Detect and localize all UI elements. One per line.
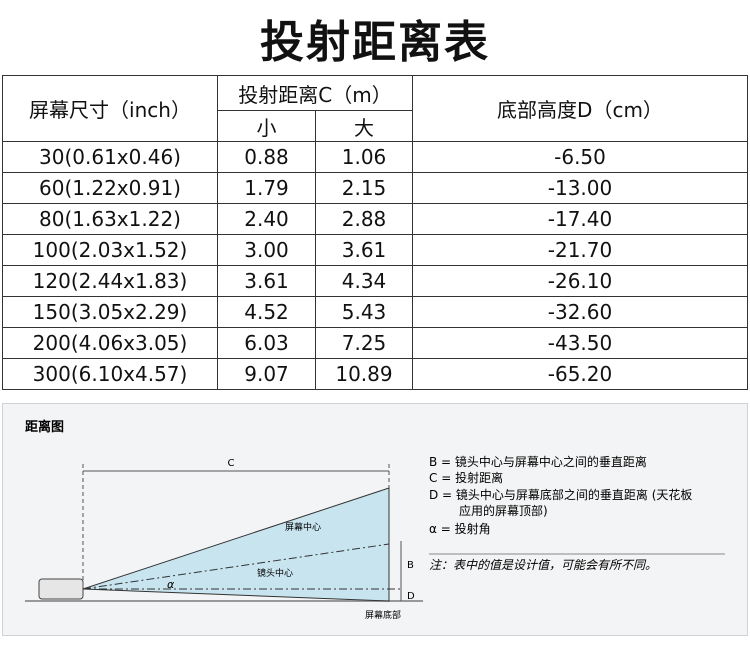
lens-center-label: 镜头中心 <box>257 567 293 579</box>
alpha-label: α <box>167 578 175 591</box>
legend-item: C = 投射距离 <box>429 470 503 485</box>
table-cell: 2.88 <box>315 203 413 235</box>
table-cell: 150(3.05x2.29) <box>2 296 218 328</box>
table-cell: -6.50 <box>412 141 748 173</box>
table-cell: 1.79 <box>217 172 316 204</box>
table-cell: 60(1.22x0.91) <box>2 172 218 204</box>
table-row: 120(2.44x1.83) 3.61 4.34 -26.10 <box>2 265 748 297</box>
table-cell: 4.52 <box>217 296 316 328</box>
distance-table: 屏幕尺寸（inch） 投射距离C（m） 底部高度D（cm） 小 大 30(0.6… <box>2 75 748 390</box>
table-cell: -43.50 <box>412 327 748 359</box>
title: 投射距离表 <box>260 17 490 68</box>
table-cell: 9.07 <box>217 358 316 390</box>
table-cell: -26.10 <box>412 265 748 297</box>
legend-item: D = 镜头中心与屏幕底部之间的垂直距离 (天花板 <box>429 487 692 502</box>
table-cell: 100(2.03x1.52) <box>2 234 218 266</box>
table-cell: -13.00 <box>412 172 748 204</box>
table-cell: 30(0.61x0.46) <box>2 141 218 173</box>
projection-beam <box>82 487 390 602</box>
table-cell: 3.00 <box>217 234 316 266</box>
header-cell: 投射距离C（m） <box>217 75 413 111</box>
table-cell: 10.89 <box>315 358 413 390</box>
table-cell: 7.25 <box>315 327 413 359</box>
c-label: C <box>228 458 235 469</box>
table-cell: 3.61 <box>315 234 413 266</box>
table-cell: -21.70 <box>412 234 748 266</box>
table-row: 60(1.22x0.91) 1.79 2.15 -13.00 <box>2 172 748 204</box>
header-cell: 底部高度D（cm） <box>412 75 748 142</box>
header-cell: 小 <box>217 110 316 142</box>
b-label: B <box>407 560 414 571</box>
table-row: 30(0.61x0.46) 0.88 1.06 -6.50 <box>2 141 748 173</box>
diagram-svg: 距离图 C 屏幕中心 镜头中心 α B D 屏幕底部 B = 镜头中心与屏幕中心… <box>25 419 725 621</box>
projector <box>38 578 84 600</box>
table-row: 80(1.63x1.22) 2.40 2.88 -17.40 <box>2 203 748 235</box>
center-line <box>82 543 390 590</box>
table-cell: 5.43 <box>315 296 413 328</box>
table-cell: -32.60 <box>412 296 748 328</box>
table-cell: 1.06 <box>315 141 413 173</box>
table-cell: 4.34 <box>315 265 413 297</box>
table-cell: 300(6.10x4.57) <box>2 358 218 390</box>
table-cell: 120(2.44x1.83) <box>2 265 218 297</box>
distance-diagram: 距离图 C 屏幕中心 镜头中心 α B D 屏幕底部 B = 镜头中心与屏幕中心… <box>2 403 748 636</box>
header-cell: 屏幕尺寸（inch） <box>2 75 218 142</box>
screen-bottom-label: 屏幕底部 <box>365 609 401 621</box>
table-cell: 80(1.63x1.22) <box>2 203 218 235</box>
table-cell: 6.03 <box>217 327 316 359</box>
table-row: 100(2.03x1.52) 3.00 3.61 -21.70 <box>2 234 748 266</box>
table-cell: 200(4.06x3.05) <box>2 327 218 359</box>
d-label: D <box>407 591 415 602</box>
table-cell: -65.20 <box>412 358 748 390</box>
table-cell: 2.40 <box>217 203 316 235</box>
note: 注：表中的值是设计值，可能会有所不同。 <box>429 558 657 572</box>
table-cell: -17.40 <box>412 203 748 235</box>
table-cell: 3.61 <box>217 265 316 297</box>
table-row: 150(3.05x2.29) 4.52 5.43 -32.60 <box>2 296 748 328</box>
legend-item: 应用的屏幕顶部) <box>459 503 548 518</box>
table-row: 300(6.10x4.57) 9.07 10.89 -65.20 <box>2 358 748 390</box>
table-cell: 2.15 <box>315 172 413 204</box>
diagram-title: 距离图 <box>25 419 64 435</box>
table-cell: 0.88 <box>217 141 316 173</box>
legend-item: α = 投射角 <box>429 521 491 536</box>
table-row: 200(4.06x3.05) 6.03 7.25 -43.50 <box>2 327 748 359</box>
header-cell: 大 <box>315 110 413 142</box>
legend-item: B = 镜头中心与屏幕中心之间的垂直距离 <box>429 454 647 469</box>
screen-center-label: 屏幕中心 <box>285 521 321 533</box>
